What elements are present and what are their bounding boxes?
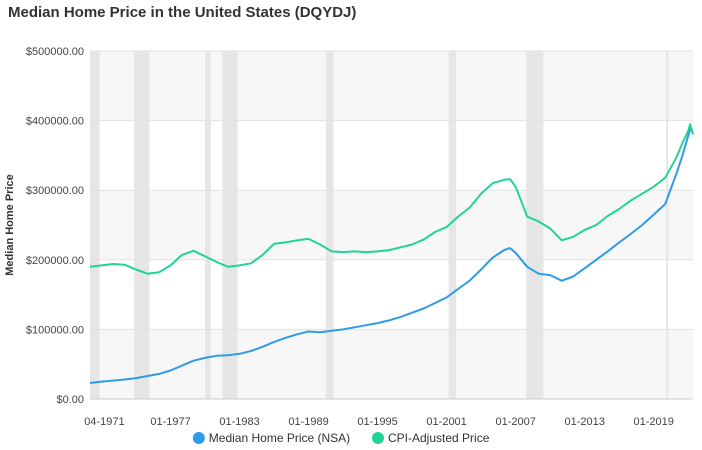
legend-label: Median Home Price (NSA) [209,431,350,445]
recession-band [666,51,669,399]
recession-band [205,51,211,399]
x-tick-label: 01-1983 [219,416,259,428]
grid-band [90,190,693,260]
y-tick-label: $400000.00 [26,116,84,128]
recession-band [222,51,238,399]
chart-title: Median Home Price in the United States (… [8,4,357,21]
x-tick-label: 01-2013 [564,416,604,428]
recession-band [134,51,150,399]
y-tick-label: $100000.00 [26,324,84,336]
x-tick-label: 01-1989 [288,416,328,428]
x-tick-label: 01-1977 [150,416,190,428]
x-tick-label: 04-1971 [84,416,124,428]
recession-band [90,51,100,399]
recession-band [526,51,544,399]
series-line-median-nsa [89,128,694,384]
x-tick-label: 01-2007 [495,416,535,428]
x-tick-label: 01-1995 [357,416,397,428]
x-tick-label: 01-2019 [634,416,674,428]
recession-band [448,51,457,399]
y-tick-label: $300000.00 [26,185,84,197]
y-tick-label: $500000.00 [26,46,84,58]
recession-band [325,51,334,399]
legend-marker [372,432,384,444]
grid-band [90,329,693,399]
grid-band [90,51,693,121]
x-tick-label: 01-2001 [426,416,466,428]
y-axis-title: Median Home Price [4,174,16,275]
y-tick-label: $0.00 [56,394,84,406]
legend-label: CPI-Adjusted Price [388,431,490,445]
y-tick-label: $200000.00 [26,255,84,267]
legend-marker [192,432,205,444]
series-line-cpi-adjusted [89,123,694,275]
